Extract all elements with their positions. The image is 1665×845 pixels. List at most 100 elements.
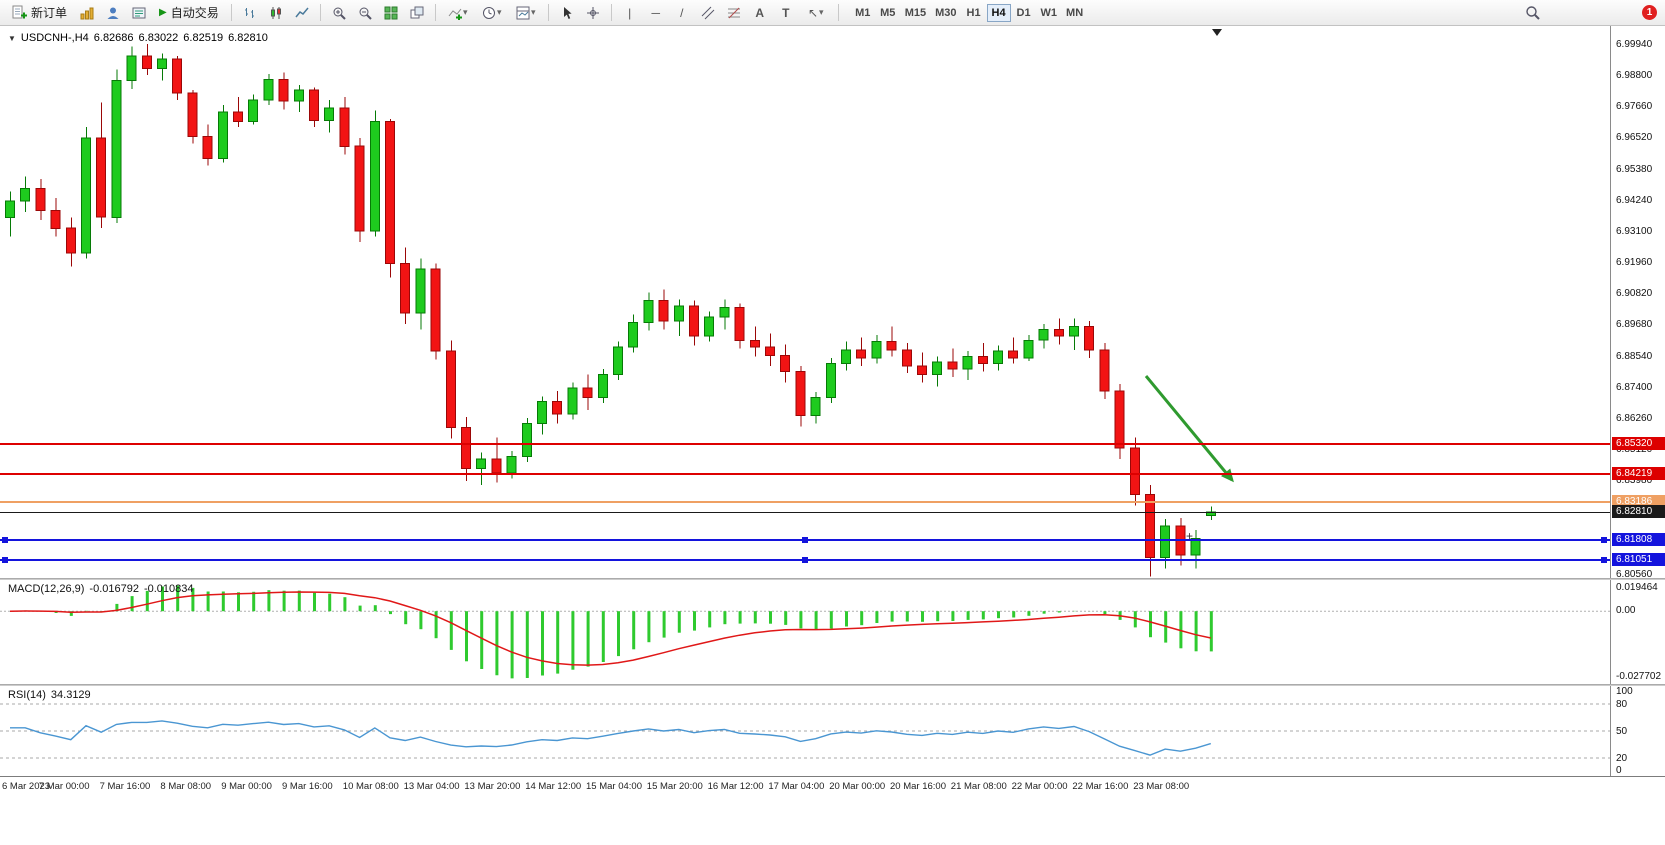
timeframe-button-m5[interactable]: M5 bbox=[880, 6, 896, 19]
timeframe-button-m15[interactable]: M15 bbox=[904, 6, 927, 19]
navigator-icon[interactable] bbox=[101, 2, 125, 24]
time-label: 22 Mar 16:00 bbox=[1072, 781, 1129, 792]
text-label-tool-icon[interactable]: T bbox=[782, 5, 790, 20]
vertical-line-tool-icon[interactable]: | bbox=[628, 5, 632, 20]
search-icon[interactable] bbox=[1520, 2, 1544, 24]
time-label: 9 Mar 00:00 bbox=[221, 781, 272, 792]
line-handle[interactable] bbox=[1601, 557, 1607, 564]
price-line-label: 6.82810 bbox=[1612, 505, 1665, 519]
rsi-axis-label: 50 bbox=[1616, 726, 1628, 737]
panel-separator[interactable] bbox=[0, 684, 1665, 686]
auto-trading-button[interactable]: ▶ 自动交易 bbox=[153, 2, 225, 24]
price-line-label: 6.81051 bbox=[1612, 553, 1665, 567]
rsi-axis-label: 20 bbox=[1616, 753, 1628, 764]
auto-trading-label: 自动交易 bbox=[170, 6, 219, 20]
time-label: 14 Mar 12:00 bbox=[525, 781, 582, 792]
low-value: 6.82519 bbox=[183, 32, 224, 44]
timeframe-button-w1[interactable]: W1 bbox=[1040, 6, 1058, 19]
line-chart-mode-icon[interactable] bbox=[290, 2, 314, 24]
arrows-tool-icon[interactable]: ↖ ▾ bbox=[807, 5, 824, 20]
hline-layer bbox=[0, 26, 1610, 578]
current-price-line[interactable] bbox=[0, 511, 1610, 513]
price-line-label: 6.84219 bbox=[1612, 466, 1665, 480]
zoom-in-icon[interactable] bbox=[327, 2, 351, 24]
time-label: 15 Mar 20:00 bbox=[646, 781, 703, 792]
time-label: 22 Mar 00:00 bbox=[1011, 781, 1068, 792]
price-tick: 6.87400 bbox=[1616, 381, 1653, 393]
market-watch-icon[interactable] bbox=[75, 2, 99, 24]
resistance-line-1[interactable] bbox=[0, 442, 1610, 445]
macd-axis-max: 0.019464 bbox=[1616, 582, 1658, 593]
toolbar: 新订单 ▶ 自动交易 ▾ ▾ bbox=[0, 0, 1665, 26]
toolbar-separator bbox=[434, 4, 436, 21]
trendline-tool-icon[interactable]: / bbox=[680, 5, 684, 20]
main-chart-panel[interactable]: ▼ USDCNH-,H4 6.82686 6.83022 6.82519 6.82810 … bbox=[0, 26, 1665, 578]
dropdown-icon: ▾ bbox=[819, 7, 824, 17]
line-handle[interactable] bbox=[802, 536, 808, 543]
toolbar-separator bbox=[319, 4, 321, 21]
periods-menu-icon[interactable]: ▾ bbox=[476, 2, 508, 24]
horizontal-line-tool-icon[interactable]: ─ bbox=[651, 5, 660, 20]
candlestick-mode-icon[interactable] bbox=[264, 2, 288, 24]
timeframe-group: M1 M5 M15 M30 H1 H4 D1 W1 MN bbox=[851, 3, 1087, 22]
indicators-menu-icon[interactable]: ▾ bbox=[442, 2, 474, 24]
bar-chart-mode-icon[interactable] bbox=[238, 2, 262, 24]
time-label: 9 Mar 16:00 bbox=[282, 781, 333, 792]
rsi-name: RSI(14) bbox=[8, 689, 46, 701]
fibonacci-tool-icon[interactable] bbox=[722, 2, 746, 24]
new-order-button[interactable]: 新订单 bbox=[6, 2, 73, 24]
dropdown-icon: ▾ bbox=[530, 7, 536, 17]
terminal-icon[interactable] bbox=[127, 2, 151, 24]
rsi-value: 34.3129 bbox=[50, 689, 91, 701]
timeframe-button-m1[interactable]: M1 bbox=[855, 6, 871, 19]
line-handle[interactable] bbox=[2, 557, 8, 564]
macd-axis-zero: 0.00 bbox=[1616, 605, 1636, 617]
text-tool-icon[interactable]: A bbox=[755, 5, 765, 20]
tile-windows-icon[interactable] bbox=[379, 2, 403, 24]
cascade-windows-icon[interactable] bbox=[405, 2, 429, 24]
price-tick: 6.93100 bbox=[1616, 225, 1653, 237]
zoom-out-icon[interactable] bbox=[353, 2, 377, 24]
timeframe-button-mn[interactable]: MN bbox=[1066, 6, 1084, 19]
time-label: 13 Mar 04:00 bbox=[403, 781, 460, 792]
panel-separator[interactable] bbox=[0, 578, 1665, 580]
toolbar-separator bbox=[837, 4, 839, 21]
chart-window: ▼ USDCNH-,H4 6.82686 6.83022 6.82519 6.82810 … bbox=[0, 26, 1665, 845]
rsi-panel[interactable]: RSI(14) 34.3129 100 80 50 20 0 bbox=[0, 686, 1665, 776]
resistance-line-2[interactable] bbox=[0, 472, 1610, 475]
high-value: 6.83022 bbox=[138, 32, 179, 44]
time-label: 20 Mar 16:00 bbox=[890, 781, 946, 792]
timeframe-button-h1[interactable]: H1 bbox=[966, 6, 981, 19]
timeframe-button-h4[interactable]: H4 bbox=[986, 3, 1011, 22]
price-axis: 6.99940 6.98800 6.97660 6.96520 6.95380 6.942… bbox=[1610, 26, 1665, 578]
time-label: 13 Mar 20:00 bbox=[464, 781, 521, 792]
templates-menu-icon[interactable]: ▾ bbox=[510, 2, 542, 24]
macd-panel[interactable]: MACD(12,26,9) -0.016792 -0.010834 0.019464… bbox=[0, 580, 1665, 684]
toolbar-separator bbox=[230, 4, 232, 21]
price-tick: 6.88540 bbox=[1616, 350, 1653, 362]
rsi-label: RSI(14) 34.3129 bbox=[8, 689, 96, 701]
timeframe-button-d1[interactable]: D1 bbox=[1016, 6, 1031, 19]
channel-tool-icon[interactable] bbox=[696, 2, 720, 24]
cursor-tool-icon[interactable] bbox=[555, 2, 579, 24]
time-axis[interactable]: 6 Mar 2023 7 Mar 00:00 7 Mar 16:00 8 Mar 08… bbox=[0, 776, 1665, 794]
open-value: 6.82686 bbox=[93, 32, 134, 44]
price-tick: 6.90820 bbox=[1616, 288, 1653, 300]
chart-shift-marker[interactable] bbox=[1212, 29, 1222, 36]
mouse-crosshair: + bbox=[1186, 529, 1194, 543]
auto-trading-icon: ▶ bbox=[159, 7, 167, 18]
line-handle[interactable] bbox=[2, 536, 8, 543]
time-label: 15 Mar 04:00 bbox=[586, 781, 642, 792]
notification-badge[interactable]: 1 bbox=[1642, 5, 1657, 20]
price-tick: 6.86260 bbox=[1616, 412, 1653, 424]
toolbar-separator bbox=[610, 4, 612, 21]
price-tick: 6.91960 bbox=[1616, 257, 1653, 269]
line-handle[interactable] bbox=[1601, 536, 1607, 543]
rsi-axis-label: 0 bbox=[1616, 765, 1622, 776]
line-handle[interactable] bbox=[802, 557, 808, 564]
crosshair-tool-icon[interactable] bbox=[581, 2, 605, 24]
oneclick-collapse-icon[interactable]: ▼ bbox=[8, 34, 16, 43]
pivot-line[interactable] bbox=[0, 500, 1610, 503]
new-order-label: 新订单 bbox=[31, 6, 68, 20]
timeframe-button-m30[interactable]: M30 bbox=[935, 6, 957, 19]
